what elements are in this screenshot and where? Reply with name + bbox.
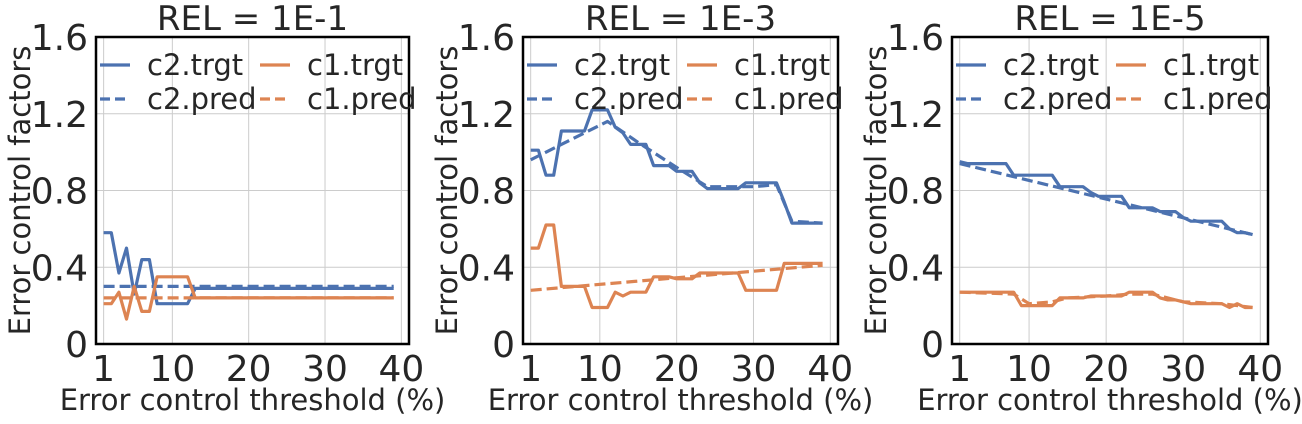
x-tick-label: 10 (1006, 349, 1052, 390)
y-tick-label: 1.2 (31, 95, 88, 136)
y-tick-label: 0.4 (31, 248, 88, 289)
x-tick-label: 30 (1160, 349, 1206, 390)
series-line-c2-trgt (530, 108, 823, 225)
legend-label: c1.pred (307, 82, 417, 116)
y-tick-label: 1.2 (887, 95, 944, 136)
y-tick-label: 1.6 (31, 18, 88, 59)
y-tick-label: 0.8 (887, 172, 944, 213)
legend-label: c2.pred (147, 82, 257, 116)
x-axis-label: Error control threshold (%) (488, 383, 874, 417)
series-line-c2-pred (959, 162, 1253, 237)
legend-label: c2.trgt (147, 48, 243, 82)
x-tick-label: 1 (519, 349, 542, 390)
legend-label: c1.pred (734, 82, 844, 116)
chart-panel-1: 0 0.4 0.8 1.2 1.6 1 10 20 30 40 REL = 1E-1 Error co… (3, 0, 445, 417)
y-tick-label: 0 (492, 325, 515, 366)
plot-frame (950, 35, 1270, 346)
legend-label: c1.pred (1163, 82, 1273, 116)
legend-label: c2.pred (574, 82, 684, 116)
y-tick-label: 0.8 (458, 172, 515, 213)
chart-title: REL = 1E-3 (585, 0, 776, 39)
x-tick-label: 40 (807, 349, 853, 390)
y-tick-label: 0.4 (887, 248, 944, 289)
y-tick-label: 0.4 (458, 248, 515, 289)
y-tick-label: 0.8 (31, 172, 88, 213)
chart-title: REL = 1E-1 (157, 0, 348, 39)
x-tick-label: 30 (731, 349, 777, 390)
legend: c2.trgt c1.trgt c2.pred c1.pred (527, 48, 844, 116)
x-axis-label: Error control threshold (%) (60, 383, 446, 417)
plot-frame (521, 35, 840, 346)
y-axis-label: Error control factors (430, 46, 464, 336)
y-tick-label: 1.2 (458, 95, 515, 136)
x-tick-label: 1 (948, 349, 971, 390)
y-axis-label: Error control factors (859, 46, 893, 336)
legend-label: c2.trgt (574, 48, 670, 82)
y-tick-label: 1.6 (887, 18, 944, 59)
x-tick-label: 20 (226, 349, 272, 390)
y-axis-label: Error control factors (3, 46, 37, 336)
x-tick-label: 20 (1083, 349, 1129, 390)
x-axis-label: Error control threshold (%) (917, 383, 1302, 417)
legend: c2.trgt c1.trgt c2.pred c1.pred (100, 48, 417, 116)
x-tick-label: 40 (1237, 349, 1283, 390)
legend: c2.trgt c1.trgt c2.pred c1.pred (956, 48, 1273, 116)
legend-label: c2.pred (1003, 82, 1113, 116)
chart-title: REL = 1E-5 (1014, 0, 1205, 39)
legend-label: c1.trgt (1163, 48, 1259, 82)
series-line-c1-pred (959, 290, 1253, 310)
x-tick-label: 10 (149, 349, 195, 390)
legend-label: c2.trgt (1003, 48, 1099, 82)
y-tick-label: 0 (65, 325, 88, 366)
chart-panel-2: 0 0.4 0.8 1.2 1.6 1 10 20 30 40 REL = 1E-3 Error co… (430, 0, 873, 417)
y-tick-label: 0 (921, 325, 944, 366)
legend-label: c1.trgt (307, 48, 403, 82)
x-tick-label: 10 (577, 349, 623, 390)
plot-frame (94, 35, 411, 346)
x-tick-label: 1 (92, 349, 115, 390)
x-tick-label: 40 (378, 349, 424, 390)
x-tick-label: 20 (654, 349, 700, 390)
series-line-c2-pred (529, 119, 823, 225)
chart-panel-3: 0 0.4 0.8 1.2 1.6 1 10 20 30 40 REL = 1E-5 Error co… (859, 0, 1302, 417)
y-tick-label: 1.6 (458, 18, 515, 59)
legend-label: c1.trgt (734, 48, 830, 82)
series-line-c1-pred (530, 263, 823, 292)
series-line-c2-trgt (103, 231, 394, 306)
x-tick-label: 30 (302, 349, 348, 390)
